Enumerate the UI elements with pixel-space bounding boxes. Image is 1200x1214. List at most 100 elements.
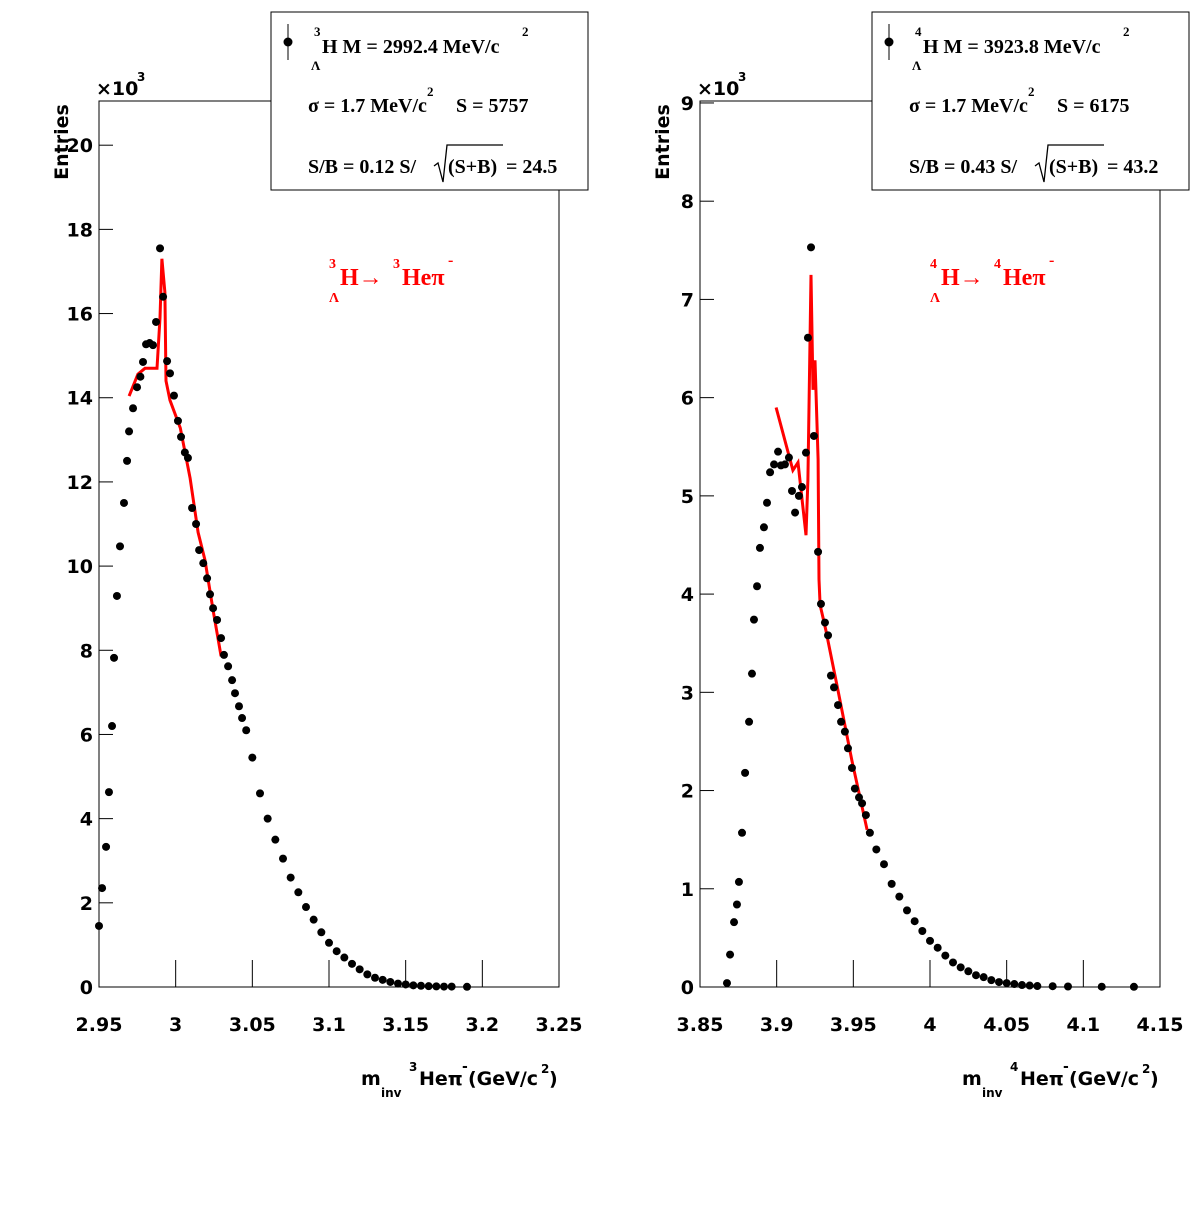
y-tick-label: 5	[681, 486, 694, 508]
x-tick-label: 4.1	[1066, 1014, 1100, 1036]
data-point	[926, 936, 934, 945]
data-point	[816, 599, 825, 608]
data-point	[801, 448, 810, 457]
data-point	[732, 900, 741, 909]
y-tick-label: 0	[80, 977, 93, 999]
legend-sup: 2	[427, 84, 434, 99]
legend-box	[270, 11, 589, 191]
x-axis-label: m	[361, 1068, 381, 1090]
x-axis-label-sub: inv	[381, 1086, 402, 1100]
data-point	[1010, 980, 1019, 989]
annotation-sup: -	[1049, 252, 1054, 269]
data-point	[199, 559, 208, 568]
plot-frame	[98, 100, 560, 988]
data-point	[248, 753, 257, 762]
data-point	[820, 618, 829, 627]
data-point	[918, 927, 927, 936]
legend-sup: 2	[1028, 84, 1035, 99]
legend-text: (S+B)	[1049, 156, 1098, 178]
annotation-sup: 3	[329, 257, 336, 272]
data-point	[136, 372, 145, 381]
legend-box	[871, 11, 1190, 191]
data-point	[256, 789, 264, 798]
data-point	[102, 842, 111, 851]
data-point	[123, 456, 132, 465]
data-point	[294, 888, 303, 897]
legend-text: (S+B)	[448, 156, 497, 178]
y-tick-label: 16	[67, 304, 93, 326]
legend-sub: Λ	[311, 58, 321, 73]
data-point	[317, 928, 326, 937]
x-tick-label: 3.95	[830, 1014, 877, 1036]
data-point	[880, 860, 888, 869]
legend-text: = 43.2	[1107, 156, 1158, 178]
legend-text: S = 6175	[1057, 95, 1130, 117]
data-point	[797, 483, 806, 492]
data-point	[855, 793, 864, 802]
data-point	[286, 873, 295, 882]
sqrt-sign	[1034, 144, 1104, 183]
legend-text: = 24.5	[506, 156, 557, 178]
x-tick-label: 3.15	[382, 1014, 429, 1036]
data-point	[152, 317, 161, 326]
annotation: H→	[340, 265, 383, 291]
x-tick-label: 2.95	[76, 1014, 123, 1036]
data-point	[766, 468, 775, 477]
data-point	[734, 877, 743, 886]
annotation-sup: 4	[994, 257, 1001, 272]
legend-text: σ = 1.7 MeV/c	[909, 95, 1028, 117]
data-point	[814, 547, 823, 556]
data-point	[95, 921, 103, 930]
data-point	[972, 971, 980, 980]
data-point	[279, 854, 287, 863]
annotation-sup: 4	[930, 257, 937, 272]
data-point	[726, 950, 735, 959]
y-multiplier: ×10	[96, 78, 138, 100]
data-point	[332, 947, 341, 956]
data-point	[340, 953, 349, 962]
data-point	[763, 498, 772, 507]
x-axis-label: )	[1150, 1068, 1159, 1090]
data-point	[394, 979, 402, 988]
y-tick-label: 9	[681, 93, 694, 115]
data-point	[858, 799, 867, 808]
plot-frame	[699, 100, 1161, 988]
data-point	[409, 981, 418, 990]
legend-text: H M = 2992.4 MeV/c	[322, 36, 500, 58]
data-point	[826, 671, 835, 680]
x-axis-label-sup: -	[462, 1059, 468, 1075]
legend-sup: 4	[915, 24, 922, 39]
data-point	[110, 653, 119, 662]
data-point	[195, 546, 204, 555]
data-point	[217, 634, 226, 643]
data-point	[309, 915, 318, 924]
data-point	[784, 453, 793, 462]
data-point	[730, 918, 739, 927]
data-point	[219, 650, 228, 659]
data-point	[173, 416, 182, 425]
x-axis-label-sup: 2	[541, 1062, 549, 1076]
legend-text: S = 5757	[456, 95, 529, 117]
data-point	[979, 973, 988, 982]
data-point	[108, 722, 117, 731]
annotation-sub: Λ	[930, 291, 940, 306]
y-tick-label: 14	[67, 388, 93, 410]
data-point	[447, 982, 456, 991]
data-point	[192, 520, 201, 529]
data-point	[417, 981, 425, 990]
annotation: Heπ	[1003, 265, 1045, 291]
data-point	[125, 427, 134, 436]
data-point	[895, 892, 904, 901]
data-point	[910, 917, 919, 926]
data-point	[791, 508, 800, 517]
annotation-sup: -	[448, 252, 453, 269]
data-point	[119, 498, 128, 507]
annotation-sub: Λ	[329, 291, 339, 306]
data-point	[1048, 982, 1057, 991]
y-multiplier: ×10	[697, 78, 739, 100]
data-point	[148, 341, 157, 350]
data-point	[325, 938, 333, 947]
data-point	[188, 504, 197, 513]
x-tick-label: 4.05	[983, 1014, 1030, 1036]
